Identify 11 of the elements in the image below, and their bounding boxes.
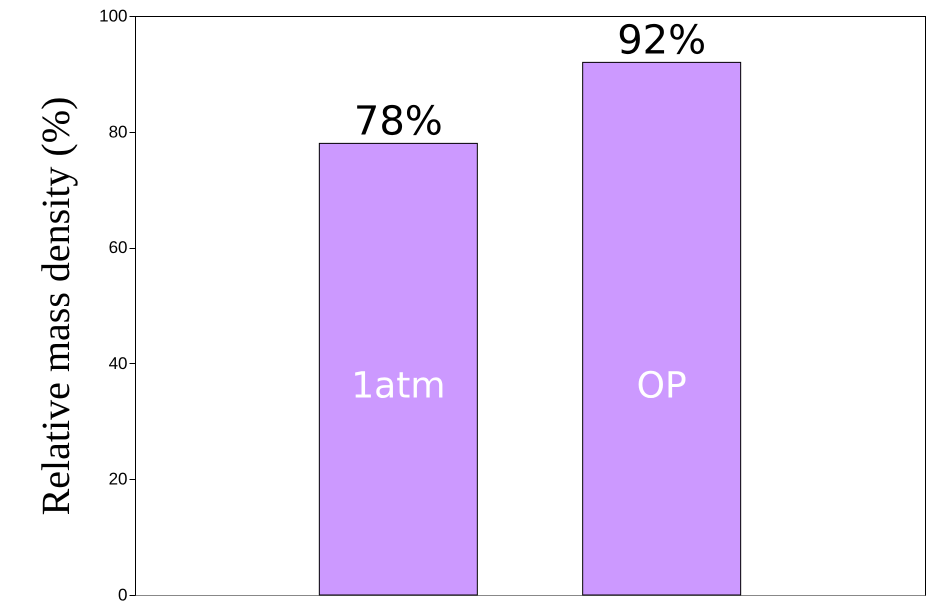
y-tick-label: 40: [108, 354, 128, 373]
y-tick-label: 80: [108, 122, 128, 142]
x-tick-label: OP: [636, 366, 687, 407]
x-tick-label: 1atm: [351, 366, 446, 407]
y-tick-label: 100: [99, 6, 128, 26]
y-tick-label: 0: [118, 586, 128, 602]
y-tick-label: 20: [108, 470, 128, 489]
data-label: 92%: [617, 17, 706, 64]
y-axis-title: Relative mass density (%): [33, 96, 78, 516]
data-label: 78%: [354, 98, 443, 144]
y-tick-label: 60: [108, 238, 128, 258]
